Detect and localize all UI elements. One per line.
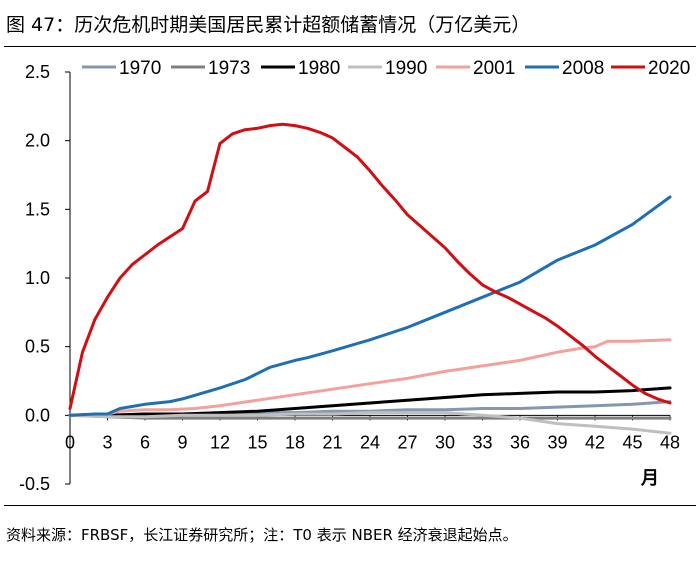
x-tick-label: 18 <box>285 432 305 452</box>
series-line-2020 <box>68 122 672 410</box>
x-tick-label: 6 <box>140 432 150 452</box>
figure-title: 图 47：历次危机时期美国居民累计超额储蓄情况（万亿美元） <box>6 14 531 36</box>
legend: 1970 1973 1980 1990 2001 2008 2020 <box>82 58 690 79</box>
axes-layer: -0.50.00.51.01.52.02.50 3 6 9 12 15 18 21 24 27 30… <box>19 62 680 494</box>
x-tick-label: 42 <box>585 432 605 452</box>
source-note: 资料来源：FRBSF，长江证券研究所；注：T0 表示 NBER 经济衰退起始点。 <box>6 526 518 544</box>
x-tick-label: 12 <box>210 432 230 452</box>
x-tick-label: 9 <box>177 432 187 452</box>
x-axis-label: 月 <box>640 468 659 488</box>
x-tick-label: 24 <box>360 432 380 452</box>
x-tick-label: 21 <box>322 432 342 452</box>
x-tick-label: 27 <box>397 432 417 452</box>
series-line-1980 <box>68 386 672 417</box>
y-tick-label: -0.5 <box>19 474 50 494</box>
series-line-1973 <box>68 413 672 420</box>
y-tick-label: 0.0 <box>25 405 50 425</box>
x-tick-label: 45 <box>622 432 642 452</box>
y-tick-label: 2.5 <box>25 62 50 82</box>
y-tick-label: 1.5 <box>25 199 50 219</box>
x-tick-label: 15 <box>247 432 267 452</box>
x-tick-label: 33 <box>472 432 492 452</box>
source-rule <box>4 505 696 506</box>
y-tick-label: 1.0 <box>25 268 50 288</box>
legend-label-2001: 2001 <box>473 58 515 79</box>
series-line-2008 <box>68 195 672 417</box>
legend-label-2008: 2008 <box>562 58 604 79</box>
legend-label-1970: 1970 <box>119 58 161 79</box>
x-tick-label: 0 <box>65 432 75 452</box>
x-tick-label: 30 <box>435 432 455 452</box>
title-rule <box>4 46 696 47</box>
series-line-1990 <box>68 411 672 435</box>
legend-label-1980: 1980 <box>298 58 340 79</box>
legend-label-1990: 1990 <box>385 58 427 79</box>
x-tick-label: 36 <box>510 432 530 452</box>
legend-label-2020: 2020 <box>648 58 690 79</box>
legend-label-1973: 1973 <box>208 58 250 79</box>
y-tick-label: 2.0 <box>25 131 50 151</box>
series-layer <box>68 122 672 435</box>
y-tick-label: 0.5 <box>25 337 50 357</box>
x-tick-label: 48 <box>660 432 680 452</box>
x-tick-label: 39 <box>547 432 567 452</box>
line-chart: -0.50.00.51.01.52.02.50 3 6 9 12 15 18 21 24 27 30… <box>19 58 690 494</box>
series-line-2001 <box>68 338 672 417</box>
x-tick-label: 3 <box>102 432 112 452</box>
